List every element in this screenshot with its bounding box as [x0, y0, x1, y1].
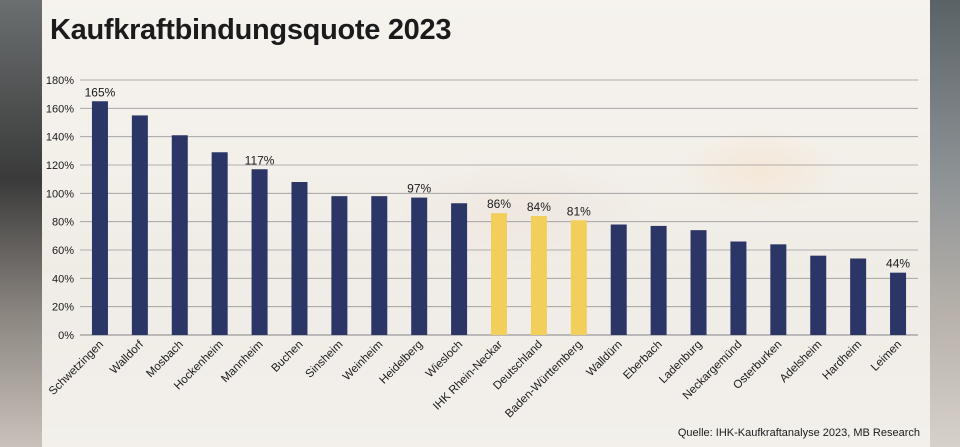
- x-tick-label: Schwetzingen: [47, 339, 106, 398]
- x-tick-label: IHK Rhein-Neckar: [431, 339, 505, 413]
- data-label: 84%: [527, 200, 551, 214]
- bar-heidelberg: [411, 197, 428, 335]
- x-tick-label: Leimen: [869, 339, 904, 374]
- x-tick-label: Buchen: [270, 339, 306, 375]
- bar-buchen: [291, 182, 308, 335]
- x-tick-label: Sinsheim: [304, 339, 346, 381]
- y-tick-label: 120%: [46, 160, 74, 172]
- y-tick-label: 20%: [52, 302, 74, 314]
- data-label: 165%: [85, 85, 116, 99]
- bar-osterburken: [770, 244, 787, 335]
- x-tick-label: Mosbach: [144, 339, 185, 380]
- y-tick-label: 40%: [52, 273, 74, 285]
- bar-schwetzingen: [91, 101, 108, 335]
- data-label: 117%: [245, 153, 275, 167]
- bar-leimen: [890, 272, 907, 335]
- data-label: 97%: [407, 182, 431, 196]
- y-tick-label: 60%: [52, 245, 74, 257]
- y-axis-tick-labels: 0% 20% 40% 60% 80% 100% 120% 140% 160% 180%: [46, 75, 74, 342]
- bar-ihk-rhein-neckar: [491, 213, 507, 335]
- x-tick-label: Baden-Württemberg: [503, 339, 585, 421]
- chart-title: Kaufkraftbindungsquote 2023: [50, 14, 452, 46]
- x-tick-label: Walldorf: [108, 338, 147, 377]
- bar-walldorf: [131, 115, 148, 336]
- bar-hardheim: [850, 258, 867, 335]
- background-left-photo-strip: [0, 0, 42, 447]
- bar-walld-rn: [610, 224, 627, 335]
- x-tick-label: Heidelberg: [377, 339, 425, 387]
- data-label: 81%: [567, 204, 591, 218]
- data-label: 86%: [487, 197, 511, 211]
- bar-mosbach: [171, 135, 188, 335]
- y-tick-label: 0%: [58, 330, 74, 342]
- source-note: Quelle: IHK-Kaufkraftanalyse 2023, MB Re…: [677, 427, 920, 439]
- bar-deutschland: [530, 216, 547, 335]
- x-tick-label: Walldürn: [585, 339, 625, 379]
- bar-mannheim: [251, 169, 268, 335]
- bar-wiesloch: [451, 203, 468, 335]
- bars: [91, 101, 907, 336]
- chart-panel: [42, 0, 930, 447]
- x-axis-tick-labels: Schwetzingen WalldorfMosbachHockenheimMan…: [47, 338, 904, 420]
- data-labels: 165% 117% 97% 86% 84% 81% 44%: [85, 85, 911, 270]
- bar-ladenburg: [690, 230, 707, 335]
- x-tick-label: Adelsheim: [778, 339, 824, 385]
- bar-baden-w-rttemberg: [570, 220, 587, 335]
- x-tick-label: Wiesloch: [424, 339, 465, 380]
- y-tick-label: 80%: [52, 217, 74, 229]
- y-tick-label: 140%: [46, 132, 74, 144]
- y-tick-label: 160%: [46, 103, 74, 115]
- bar-weinheim: [371, 196, 388, 335]
- data-label: 44%: [886, 257, 910, 271]
- background-right-photo-strip: [930, 0, 960, 447]
- bar-sinsheim: [331, 196, 348, 335]
- x-tick-label: Mannheim: [219, 339, 265, 385]
- bar-eberbach: [650, 225, 667, 335]
- bar-hockenheim: [211, 152, 228, 335]
- y-tick-label: 100%: [46, 188, 74, 200]
- y-tick-label: 180%: [46, 75, 74, 87]
- bar-neckargem-nd: [730, 241, 747, 335]
- x-tick-label: Hardheim: [821, 339, 865, 383]
- bar-adelsheim: [810, 255, 827, 335]
